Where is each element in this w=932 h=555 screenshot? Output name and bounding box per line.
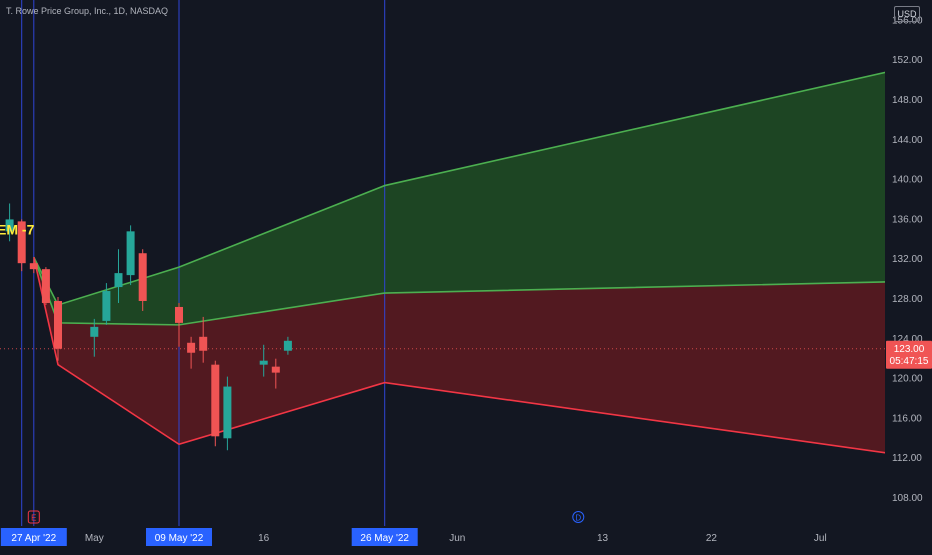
y-tick-label: 108.00 <box>892 493 923 504</box>
candle-body <box>41 269 50 303</box>
event-marker-label: D <box>575 514 581 523</box>
candle <box>187 336 196 369</box>
candle <box>211 360 220 447</box>
x-tick-label: 22 <box>706 533 718 544</box>
date-badge-bg <box>351 528 418 546</box>
y-tick-label: 120.00 <box>892 374 923 385</box>
candle <box>114 249 123 303</box>
last-price-countdown: 05:47:15 <box>890 356 929 367</box>
upper-band-line <box>33 60 932 306</box>
candle <box>283 336 292 355</box>
lower-range-fill <box>33 257 932 460</box>
candle <box>90 318 99 357</box>
y-tick-label: 156.00 <box>892 15 923 26</box>
candle <box>199 316 208 363</box>
y-tick-label: 136.00 <box>892 214 923 225</box>
candle-body <box>126 231 135 276</box>
candle-body <box>211 364 220 437</box>
date-badge-bg <box>146 528 212 546</box>
candle-body <box>102 291 111 321</box>
candle-body <box>175 306 183 323</box>
chart-symbol-title: T. Rowe Price Group, Inc., 1D, NASDAQ <box>6 6 169 16</box>
date-badge-bg <box>0 528 67 546</box>
candle <box>271 358 280 389</box>
event-marker-D: D <box>572 511 585 523</box>
candle-body <box>17 221 26 264</box>
date-badge-label: 26 May '22 <box>360 533 409 544</box>
candle-body <box>114 273 123 288</box>
x-tick-label: May <box>85 533 104 544</box>
candle-body <box>54 300 62 349</box>
candle-body <box>29 263 38 270</box>
candle-body <box>283 340 292 351</box>
price-axis-bg <box>885 0 932 550</box>
date-badge: 27 Apr '22 <box>0 528 67 546</box>
candle-body <box>187 342 196 353</box>
date-badge: 26 May '22 <box>351 528 418 546</box>
event-marker-E: E <box>27 510 40 524</box>
last-price-badge-bg <box>886 340 932 369</box>
y-tick-label: 140.00 <box>892 175 923 186</box>
candle-body <box>90 326 99 337</box>
currency-button[interactable]: USD <box>894 6 920 22</box>
y-tick-label: 128.00 <box>892 294 923 305</box>
candle <box>126 225 135 286</box>
candle-body <box>259 360 268 365</box>
date-badge-label: 27 Apr '22 <box>11 533 56 544</box>
candle-body <box>138 253 147 301</box>
candle <box>41 267 50 305</box>
candle <box>17 219 26 272</box>
candle-body <box>5 219 14 232</box>
candle <box>175 302 183 347</box>
candle <box>102 283 111 325</box>
x-tick-label: Jul <box>814 533 827 544</box>
lower-band-line <box>33 257 932 461</box>
annotation-label: EM -7 <box>0 221 35 237</box>
time-axis-bg <box>0 526 885 550</box>
event-marker-circle <box>572 511 585 523</box>
candle-body <box>271 366 280 373</box>
event-marker-label: E <box>31 514 36 523</box>
candle <box>5 203 14 242</box>
candle-body <box>199 336 208 351</box>
candle <box>54 297 62 361</box>
candle <box>138 249 147 311</box>
last-price-value: 123.00 <box>894 344 925 355</box>
y-tick-label: 148.00 <box>892 95 923 106</box>
x-tick-label: Jun <box>449 533 465 544</box>
x-tick-label: 13 <box>597 533 609 544</box>
y-tick-label: 152.00 <box>892 55 923 66</box>
candle <box>223 376 232 451</box>
candle <box>259 344 268 377</box>
y-tick-label: 132.00 <box>892 254 923 265</box>
y-tick-label: 144.00 <box>892 135 923 146</box>
event-marker-box <box>27 510 40 524</box>
y-tick-label: 124.00 <box>892 334 923 345</box>
y-tick-label: 112.00 <box>892 453 922 464</box>
candle <box>29 259 38 274</box>
x-tick-label: 16 <box>258 533 270 544</box>
y-tick-label: 116.00 <box>892 413 922 424</box>
candle-body <box>223 386 232 439</box>
upper-range-fill <box>33 61 932 325</box>
date-badge: 09 May '22 <box>146 528 212 546</box>
date-badge-label: 09 May '22 <box>155 533 204 544</box>
